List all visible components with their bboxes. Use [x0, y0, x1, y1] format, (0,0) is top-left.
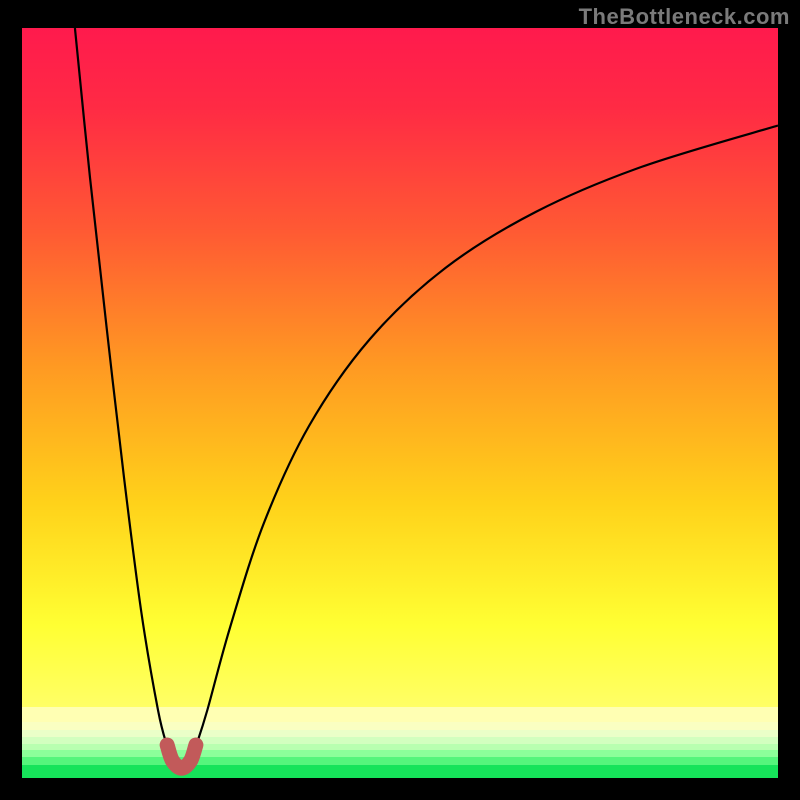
curve-left-branch	[75, 28, 167, 747]
dip-marker	[167, 745, 196, 768]
plot-area	[22, 28, 778, 778]
curve-right-branch	[196, 126, 778, 747]
watermark-text: TheBottleneck.com	[579, 4, 790, 30]
chart-stage: TheBottleneck.com	[0, 0, 800, 800]
curves-svg	[22, 28, 778, 778]
